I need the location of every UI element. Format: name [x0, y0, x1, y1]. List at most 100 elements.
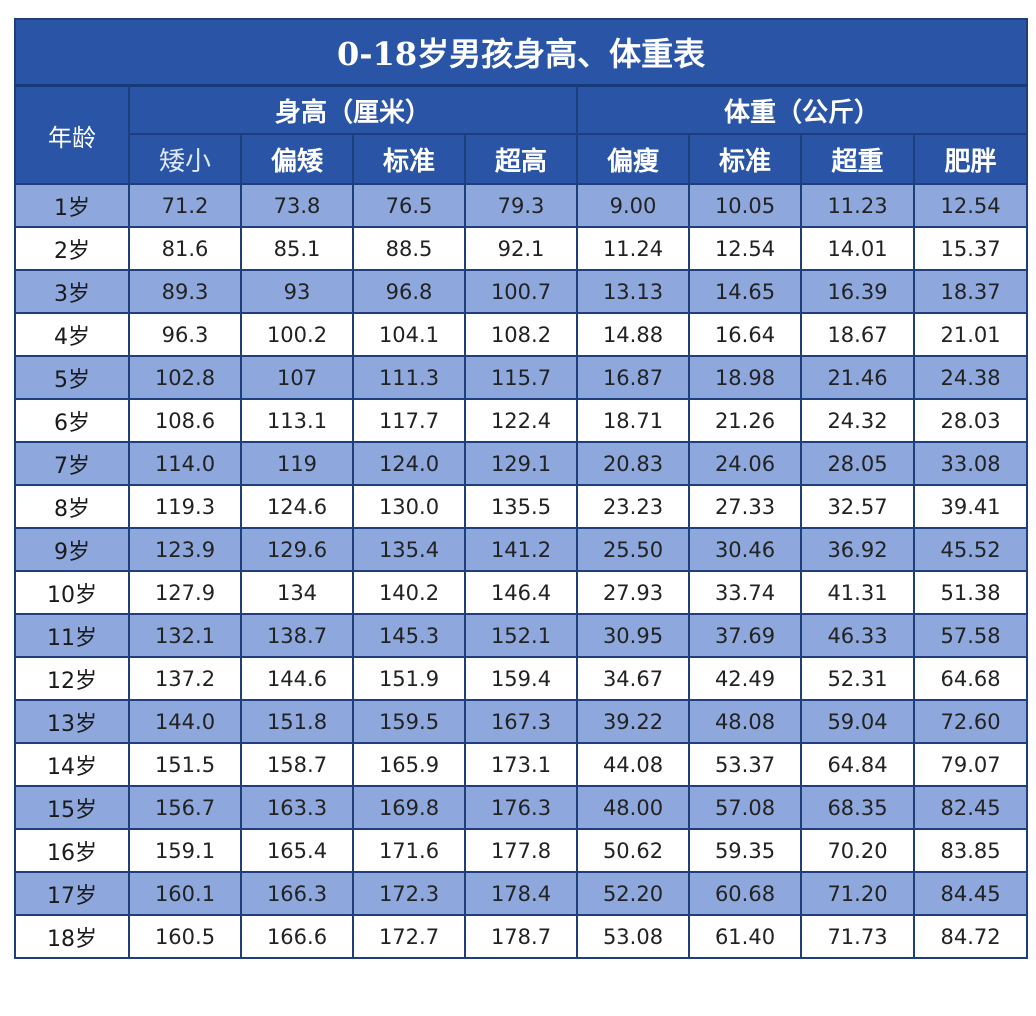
table-row: 11岁 132.1 138.7 145.3 152.1 30.95 37.69 46.33 57…: [14, 613, 1029, 658]
value-cell: 177.8: [464, 828, 578, 873]
table-row: 1岁 71.2 73.8 76.5 79.3 9.00 10.05 11.23 12.54: [14, 183, 1029, 228]
value-cell: 18.37: [912, 269, 1029, 314]
table-row: 10岁 127.9 134 140.2 146.4 27.93 33.74 41.31 51.3…: [14, 570, 1029, 615]
value-cell: 18.67: [800, 312, 915, 357]
value-cell: 176.3: [464, 785, 578, 830]
value-cell: 111.3: [352, 355, 466, 400]
value-cell: 57.08: [688, 785, 802, 830]
value-cell: 28.05: [800, 441, 915, 486]
value-cell: 71.2: [128, 183, 242, 228]
value-cell: 145.3: [352, 613, 466, 658]
table-row: 16岁 159.1 165.4 171.6 177.8 50.62 59.35 70.20 83…: [14, 828, 1029, 873]
subheader-overweight: 超重: [800, 133, 915, 185]
value-cell: 102.8: [128, 355, 242, 400]
value-cell: 163.3: [240, 785, 354, 830]
table-row: 3岁 89.3 93 96.8 100.7 13.13 14.65 16.39 18.37: [14, 269, 1029, 314]
value-cell: 84.45: [912, 871, 1029, 916]
value-cell: 21.26: [688, 398, 802, 443]
value-cell: 18.71: [576, 398, 690, 443]
value-cell: 79.07: [912, 742, 1029, 787]
value-cell: 79.3: [464, 183, 578, 228]
age-cell: 6岁: [14, 398, 130, 443]
value-cell: 24.32: [800, 398, 915, 443]
value-cell: 141.2: [464, 527, 578, 572]
age-cell: 18岁: [14, 914, 130, 959]
value-cell: 173.1: [464, 742, 578, 787]
value-cell: 85.1: [240, 226, 354, 271]
value-cell: 10.05: [688, 183, 802, 228]
age-cell: 17岁: [14, 871, 130, 916]
value-cell: 71.20: [800, 871, 915, 916]
age-cell: 13岁: [14, 699, 130, 744]
value-cell: 171.6: [352, 828, 466, 873]
value-cell: 114.0: [128, 441, 242, 486]
value-cell: 132.1: [128, 613, 242, 658]
value-cell: 61.40: [688, 914, 802, 959]
value-cell: 124.6: [240, 484, 354, 529]
table-row: 7岁 114.0 119 124.0 129.1 20.83 24.06 28.05 33.08: [14, 441, 1029, 486]
value-cell: 33.08: [912, 441, 1029, 486]
value-cell: 113.1: [240, 398, 354, 443]
value-cell: 9.00: [576, 183, 690, 228]
table-row: 17岁 160.1 166.3 172.3 178.4 52.20 60.68 71.20 84…: [14, 871, 1029, 916]
value-cell: 151.8: [240, 699, 354, 744]
value-cell: 59.04: [800, 699, 915, 744]
value-cell: 160.1: [128, 871, 242, 916]
table-row: 6岁 108.6 113.1 117.7 122.4 18.71 21.26 24.32 28.…: [14, 398, 1029, 443]
age-cell: 8岁: [14, 484, 130, 529]
value-cell: 172.7: [352, 914, 466, 959]
value-cell: 134: [240, 570, 354, 615]
value-cell: 122.4: [464, 398, 578, 443]
value-cell: 73.8: [240, 183, 354, 228]
table-row: 15岁 156.7 163.3 169.8 176.3 48.00 57.08 68.35 82…: [14, 785, 1029, 830]
value-cell: 158.7: [240, 742, 354, 787]
value-cell: 108.2: [464, 312, 578, 357]
value-cell: 41.31: [800, 570, 915, 615]
value-cell: 108.6: [128, 398, 242, 443]
value-cell: 18.98: [688, 355, 802, 400]
value-cell: 166.6: [240, 914, 354, 959]
value-cell: 13.13: [576, 269, 690, 314]
value-cell: 57.58: [912, 613, 1029, 658]
value-cell: 32.57: [800, 484, 915, 529]
value-cell: 159.5: [352, 699, 466, 744]
value-cell: 21.01: [912, 312, 1029, 357]
value-cell: 165.4: [240, 828, 354, 873]
value-cell: 60.68: [688, 871, 802, 916]
value-cell: 36.92: [800, 527, 915, 572]
value-cell: 107: [240, 355, 354, 400]
value-cell: 53.08: [576, 914, 690, 959]
value-cell: 88.5: [352, 226, 466, 271]
value-cell: 39.22: [576, 699, 690, 744]
subheader-obese: 肥胖: [912, 133, 1029, 185]
value-cell: 76.5: [352, 183, 466, 228]
value-cell: 129.1: [464, 441, 578, 486]
value-cell: 48.00: [576, 785, 690, 830]
value-cell: 24.06: [688, 441, 802, 486]
value-cell: 11.24: [576, 226, 690, 271]
value-cell: 84.72: [912, 914, 1029, 959]
value-cell: 96.8: [352, 269, 466, 314]
value-cell: 44.08: [576, 742, 690, 787]
value-cell: 100.2: [240, 312, 354, 357]
value-cell: 127.9: [128, 570, 242, 615]
value-cell: 156.7: [128, 785, 242, 830]
subheader-below-average: 偏矮: [240, 133, 354, 185]
value-cell: 12.54: [688, 226, 802, 271]
value-cell: 52.20: [576, 871, 690, 916]
table-row: 12岁 137.2 144.6 151.9 159.4 34.67 42.49 52.31 64…: [14, 656, 1029, 701]
value-cell: 140.2: [352, 570, 466, 615]
value-cell: 53.37: [688, 742, 802, 787]
value-cell: 30.46: [688, 527, 802, 572]
value-cell: 25.50: [576, 527, 690, 572]
age-cell: 3岁: [14, 269, 130, 314]
age-cell: 16岁: [14, 828, 130, 873]
table-row: 5岁 102.8 107 111.3 115.7 16.87 18.98 21.46 24.38: [14, 355, 1029, 400]
value-cell: 24.38: [912, 355, 1029, 400]
value-cell: 50.62: [576, 828, 690, 873]
value-cell: 130.0: [352, 484, 466, 529]
table-row: 13岁 144.0 151.8 159.5 167.3 39.22 48.08 59.04 72…: [14, 699, 1029, 744]
value-cell: 159.4: [464, 656, 578, 701]
value-cell: 119.3: [128, 484, 242, 529]
value-cell: 39.41: [912, 484, 1029, 529]
